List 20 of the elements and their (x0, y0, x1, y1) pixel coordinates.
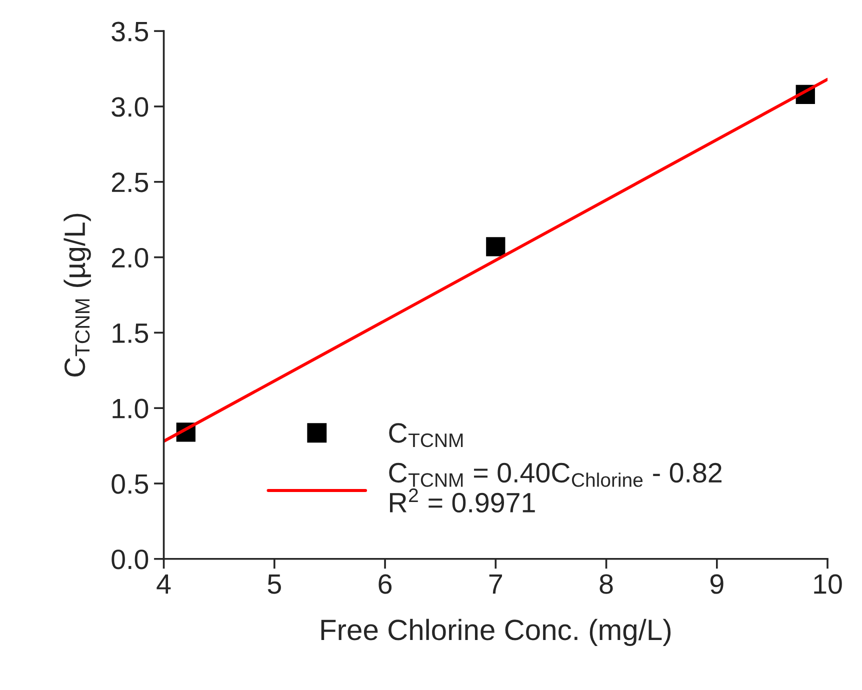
y-tick-label: 1.0 (112, 398, 148, 418)
point (486, 237, 506, 256)
y-tick-label: 0.5 (112, 474, 148, 494)
text: C$_{TCNM}$ = 0.40C$_{Chlorine}$ - 0.82 R$^{2}$ = 0.9971 (389, 462, 722, 513)
y-tick-label: 1.5 (112, 324, 148, 344)
x-axis-title: Free Chlorine Conc. (mg/L) (321, 618, 671, 646)
x-tick-label: 8 (600, 574, 613, 594)
y-tick-label: 2.0 (112, 248, 148, 268)
x-tick-label: 7 (489, 574, 502, 594)
y-tick-label: 3.5 (112, 22, 148, 42)
legend-label: C$_{TCNM}$ (389, 423, 463, 448)
x-tick-label: 6 (378, 574, 392, 594)
y-axis-title: C$_{TCNM}$ (µg/L) (64, 214, 91, 376)
x-tick-label: 5 (268, 574, 281, 594)
y-tick-label: 2.5 (112, 172, 148, 192)
x-tick-label: 9 (710, 574, 724, 594)
y-tick-label: 0.0 (112, 550, 148, 570)
y-tick-label: 3.0 (112, 97, 148, 117)
x-tick-label: 10 (814, 574, 842, 594)
x-tick-label: 4 (156, 574, 171, 594)
